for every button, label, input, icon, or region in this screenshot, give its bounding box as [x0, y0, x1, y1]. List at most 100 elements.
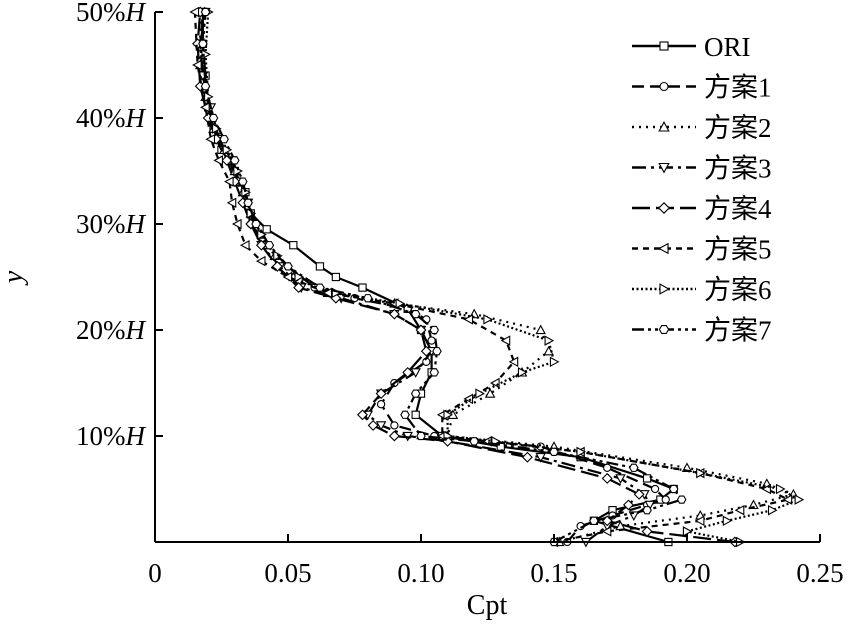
data-point	[615, 474, 626, 484]
data-point	[420, 345, 432, 357]
legend-marker	[659, 81, 669, 92]
series-line	[193, 11, 790, 544]
data-point	[226, 197, 237, 209]
data-point	[794, 494, 805, 505]
data-point	[289, 241, 298, 250]
data-point	[767, 504, 778, 516]
data-point	[668, 484, 679, 494]
legend-label: 方案5	[704, 235, 772, 265]
data-point	[410, 309, 421, 319]
data-point	[221, 154, 233, 166]
legend-item: ORI	[632, 32, 751, 62]
data-point	[544, 335, 555, 346]
data-point	[357, 409, 368, 421]
data-point	[219, 135, 229, 144]
legend-label: 方案2	[704, 113, 772, 143]
y-tick-label: 10%H	[76, 421, 147, 451]
data-point	[222, 144, 233, 156]
data-point	[200, 102, 210, 113]
legend-label: ORI	[704, 32, 751, 62]
axes	[154, 12, 820, 543]
data-point	[432, 347, 442, 356]
data-point	[734, 504, 745, 516]
data-point	[517, 367, 528, 378]
data-point	[376, 400, 386, 409]
data-point	[283, 262, 293, 271]
data-point	[363, 294, 373, 303]
legend-marker	[658, 324, 670, 335]
data-point	[775, 483, 786, 495]
legend-label: 方案7	[704, 316, 772, 346]
data-point	[661, 495, 670, 504]
data-point	[535, 324, 546, 335]
series-line	[201, 11, 683, 543]
data-point	[411, 410, 420, 419]
y-tick-label: 30%H	[76, 209, 147, 239]
data-point	[293, 282, 305, 294]
y-axis-ticks: 10%H 20%H 30%H 40%H 50%H	[76, 0, 163, 451]
data-point	[358, 283, 367, 292]
data-point	[213, 155, 223, 166]
y-tick-label: 40%H	[76, 103, 147, 133]
data-point	[264, 241, 275, 250]
data-point	[722, 515, 733, 527]
x-tick-label: 0.25	[796, 558, 843, 588]
data-point	[400, 410, 410, 419]
data-point	[696, 467, 706, 479]
data-point	[682, 526, 693, 537]
data-point	[429, 368, 440, 377]
x-tick-label: 0	[148, 558, 162, 588]
data-point	[198, 39, 208, 48]
data-point	[262, 225, 271, 234]
data-point	[416, 431, 426, 441]
y-axis-title: y	[0, 270, 29, 286]
series-8	[198, 7, 687, 547]
legend-item: 方案5	[632, 235, 772, 265]
data-point	[521, 451, 533, 463]
data-point	[463, 314, 474, 325]
data-point	[402, 366, 414, 378]
x-axis-title: Cpt	[467, 590, 508, 621]
data-point	[255, 255, 266, 267]
data-point	[410, 368, 421, 378]
legend-marker	[658, 242, 669, 255]
data-point	[601, 526, 612, 537]
legend: ORI 方案1 方案2 方案3 方案4 方案5 方案6 方案7	[632, 32, 772, 346]
data-point	[231, 218, 242, 230]
x-tick-label: 0.15	[530, 558, 577, 588]
legend-marker	[658, 121, 670, 132]
data-point	[633, 488, 645, 500]
series-6	[189, 6, 793, 548]
data-point	[694, 515, 705, 527]
legend-marker	[658, 162, 670, 174]
data-point	[230, 156, 240, 165]
y-tick-label: 20%H	[76, 315, 147, 345]
data-point	[644, 500, 656, 511]
data-point	[322, 287, 333, 299]
series-2	[196, 7, 670, 547]
data-point	[601, 472, 613, 484]
data-point	[500, 335, 511, 346]
data-point	[208, 113, 219, 123]
data-point	[463, 393, 474, 405]
data-point	[189, 6, 200, 18]
data-point	[367, 419, 379, 431]
data-point	[415, 324, 427, 336]
data-point	[748, 499, 759, 510]
data-point	[484, 388, 496, 398]
data-point	[535, 453, 546, 463]
data-point	[205, 133, 216, 145]
legend-label: 方案3	[704, 154, 772, 184]
data-point	[641, 525, 653, 537]
data-point	[469, 437, 479, 446]
x-tick-label: 0.05	[264, 558, 311, 588]
data-point	[315, 283, 325, 292]
series-4	[194, 7, 656, 548]
data-point	[429, 325, 440, 335]
legend-marker	[658, 202, 670, 214]
data-point	[576, 446, 587, 458]
data-point	[629, 463, 639, 472]
series-line	[196, 11, 736, 544]
series-line	[199, 11, 651, 543]
data-point	[331, 272, 341, 282]
